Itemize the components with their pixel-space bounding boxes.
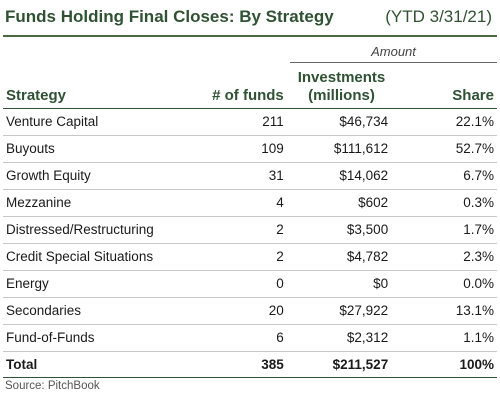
page-title: Funds Holding Final Closes: By Strategy — [5, 7, 334, 26]
title-row: Funds Holding Final Closes: By Strategy … — [5, 5, 495, 29]
cell-investments: $0 — [286, 270, 397, 298]
cell-share: 1.7% — [396, 216, 497, 244]
total-funds: 385 — [204, 350, 287, 378]
total-row: Total 385 $211,527 100% — [3, 350, 497, 378]
table-header-row: Strategy # of funds Investments (millions… — [3, 66, 497, 109]
table-body: Venture Capital 211 $46,734 22.1% Buyouts 109… — [3, 108, 497, 378]
cell-funds: 109 — [204, 135, 287, 163]
cell-share: 0.0% — [396, 270, 497, 298]
amount-group-divider — [290, 62, 497, 63]
cell-share: 0.3% — [396, 189, 497, 217]
cell-funds: 211 — [204, 108, 287, 136]
cell-investments: $602 — [286, 189, 397, 217]
cell-strategy: Buyouts — [3, 135, 205, 163]
table-row: Growth Equity 31 $14,062 6.7% — [3, 162, 497, 190]
date-range: (YTD 3/31/21) — [385, 7, 492, 26]
cell-investments: $2,312 — [286, 324, 397, 352]
cell-funds: 20 — [204, 297, 287, 325]
cell-strategy: Distressed/Restructuring — [3, 216, 205, 244]
cell-share: 2.3% — [396, 243, 497, 271]
cell-investments: $4,782 — [286, 243, 397, 271]
table-row: Credit Special Situations 2 $4,782 2.3% — [3, 243, 497, 271]
cell-investments: $27,922 — [286, 297, 397, 325]
header-investments: Investments (millions) — [286, 66, 397, 109]
table-row: Distressed/Restructuring 2 $3,500 1.7% — [3, 216, 497, 244]
cell-strategy: Venture Capital — [3, 108, 205, 136]
cell-funds: 4 — [204, 189, 287, 217]
cell-investments: $3,500 — [286, 216, 397, 244]
table-row: Fund-of-Funds 6 $2,312 1.1% — [3, 324, 497, 352]
table-row: Energy 0 $0 0.0% — [3, 270, 497, 298]
cell-strategy: Growth Equity — [3, 162, 205, 190]
amount-group-label: Amount — [371, 44, 416, 59]
total-strategy: Total — [3, 350, 205, 378]
cell-investments: $14,062 — [286, 162, 397, 190]
header-investments-line2: (millions) — [308, 86, 375, 104]
cell-share: 22.1% — [396, 108, 497, 136]
cell-funds: 2 — [204, 216, 287, 244]
cell-investments: $111,612 — [286, 135, 397, 163]
cell-strategy: Fund-of-Funds — [3, 324, 205, 352]
table-row: Buyouts 109 $111,612 52.7% — [3, 135, 497, 163]
cell-share: 6.7% — [396, 162, 497, 190]
cell-funds: 0 — [204, 270, 287, 298]
table-row: Venture Capital 211 $46,734 22.1% — [3, 108, 497, 136]
strategy-table: Strategy # of funds Investments (millions… — [3, 66, 497, 378]
cell-strategy: Mezzanine — [3, 189, 205, 217]
header-investments-line1: Investments — [297, 68, 386, 86]
table-row: Mezzanine 4 $602 0.3% — [3, 189, 497, 217]
cell-share: 1.1% — [396, 324, 497, 352]
header-strategy: Strategy — [3, 66, 205, 109]
total-investments: $211,527 — [286, 350, 397, 378]
source-note: Source: PitchBook — [5, 380, 100, 392]
cell-funds: 2 — [204, 243, 287, 271]
cell-share: 52.7% — [396, 135, 497, 163]
header-funds: # of funds — [204, 66, 287, 109]
total-share: 100% — [396, 350, 497, 378]
cell-strategy: Energy — [3, 270, 205, 298]
cell-funds: 6 — [204, 324, 287, 352]
cell-strategy: Credit Special Situations — [3, 243, 205, 271]
title-divider — [3, 35, 497, 37]
header-share: Share — [396, 66, 497, 109]
cell-strategy: Secondaries — [3, 297, 205, 325]
cell-funds: 31 — [204, 162, 287, 190]
cell-share: 13.1% — [396, 297, 497, 325]
cell-investments: $46,734 — [286, 108, 397, 136]
table-row: Secondaries 20 $27,922 13.1% — [3, 297, 497, 325]
